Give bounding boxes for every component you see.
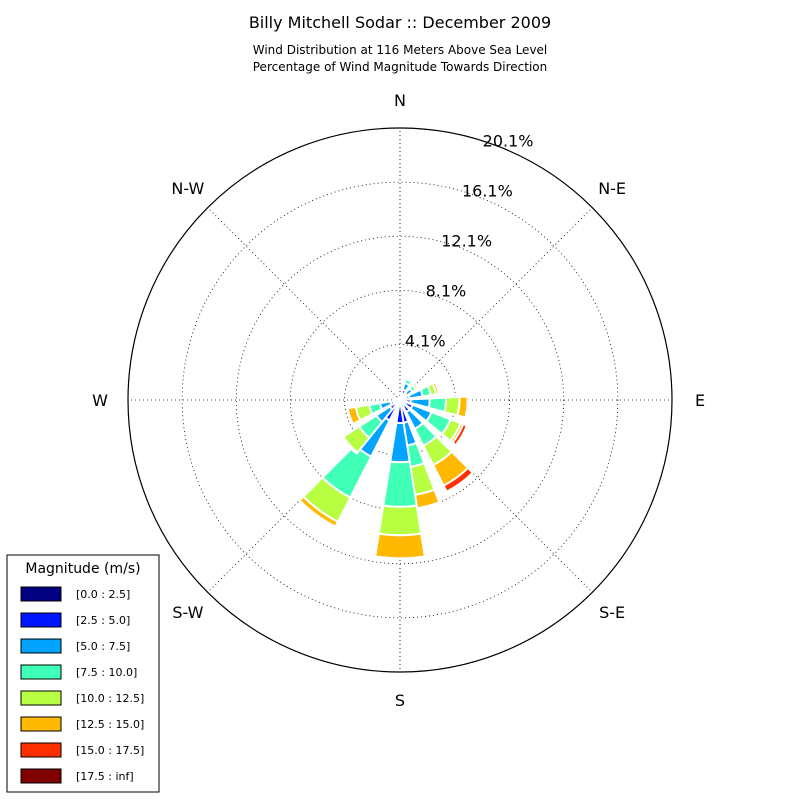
legend-swatch [20,586,62,602]
sector-96-bin-5 [456,395,469,419]
direction-label-s: S [395,691,405,710]
radial-tick-label: 4.1% [405,332,446,351]
outer-ring [127,127,673,673]
legend-swatch [20,638,62,654]
sector-120-bin-7 [454,424,470,448]
radial-tick-label: 16.1% [462,182,513,201]
legend: Magnitude (m/s) [0.0 : 2.5] [2.5 : 5.0] [5… [6,554,160,793]
legend-swatch [20,742,62,758]
grid-ring [235,235,565,565]
legend-swatch [20,690,62,706]
axis-labels: N N-E E S-E S S-W W N-W 4.1% 8.1% 12.1% 16.1% 20.1% [92,91,705,710]
sector-228-bin-5 [340,435,359,456]
sector-180-bin-4 [377,504,423,537]
direction-label-n-w: N-W [171,179,204,198]
sector-276-bin-4 [392,397,396,402]
chart-subtitle-line-1: Wind Distribution at 116 Meters Above Se… [253,43,548,57]
direction-label-s-e: S-E [599,603,625,622]
legend-label: [2.5 : 5.0] [76,614,130,627]
radial-tick-label: 20.1% [483,132,534,151]
legend-swatch [20,768,62,784]
legend-swatch [20,612,62,628]
sector-180-bin-5 [374,532,426,560]
legend-label: [10.0 : 12.5] [76,692,144,705]
sector-252-bin-5 [346,405,362,426]
sector-24-bin-4 [404,376,414,384]
legend-entries: [0.0 : 2.5] [2.5 : 5.0] [5.0 : 7.5] [7.5 : … [20,586,144,784]
sector-144-bin-6 [442,466,475,493]
legend-label: [15.0 : 17.5] [76,744,144,757]
chart-title: Billy Mitchell Sodar :: December 2009 [249,13,551,32]
direction-label-w: W [92,391,108,410]
sector-48-bin-4 [410,381,420,392]
legend-label: [7.5 : 10.0] [76,666,137,679]
radial-tick-label: 8.1% [426,282,467,301]
direction-label-e: E [695,391,705,410]
direction-label-n-e: N-E [598,179,626,198]
legend-title: Magnitude (m/s) [25,561,140,577]
legend-swatch [20,716,62,732]
radial-tick-label: 12.1% [441,232,492,251]
legend-label: [17.5 : inf] [76,770,134,783]
legend-swatch [20,664,62,680]
direction-label-n: N [394,91,406,110]
sector-180-bin-3 [382,460,418,508]
grid-spoke [399,207,593,401]
wind-sectors [298,376,475,560]
legend-label: [0.0 : 2.5] [76,588,130,601]
grid-spoke [399,399,593,593]
chart-subtitle-line-2: Percentage of Wind Magnitude Towards Dir… [253,60,547,74]
direction-label-s-w: S-W [172,603,203,622]
grid-spoke [207,207,401,401]
legend-label: [5.0 : 7.5] [76,640,130,653]
sector-96-bin-3 [427,396,447,414]
grid-ring [181,181,619,619]
sector-72-bin-5 [431,380,440,396]
legend-label: [12.5 : 15.0] [76,718,144,731]
sector-216-bin-5 [298,495,340,528]
